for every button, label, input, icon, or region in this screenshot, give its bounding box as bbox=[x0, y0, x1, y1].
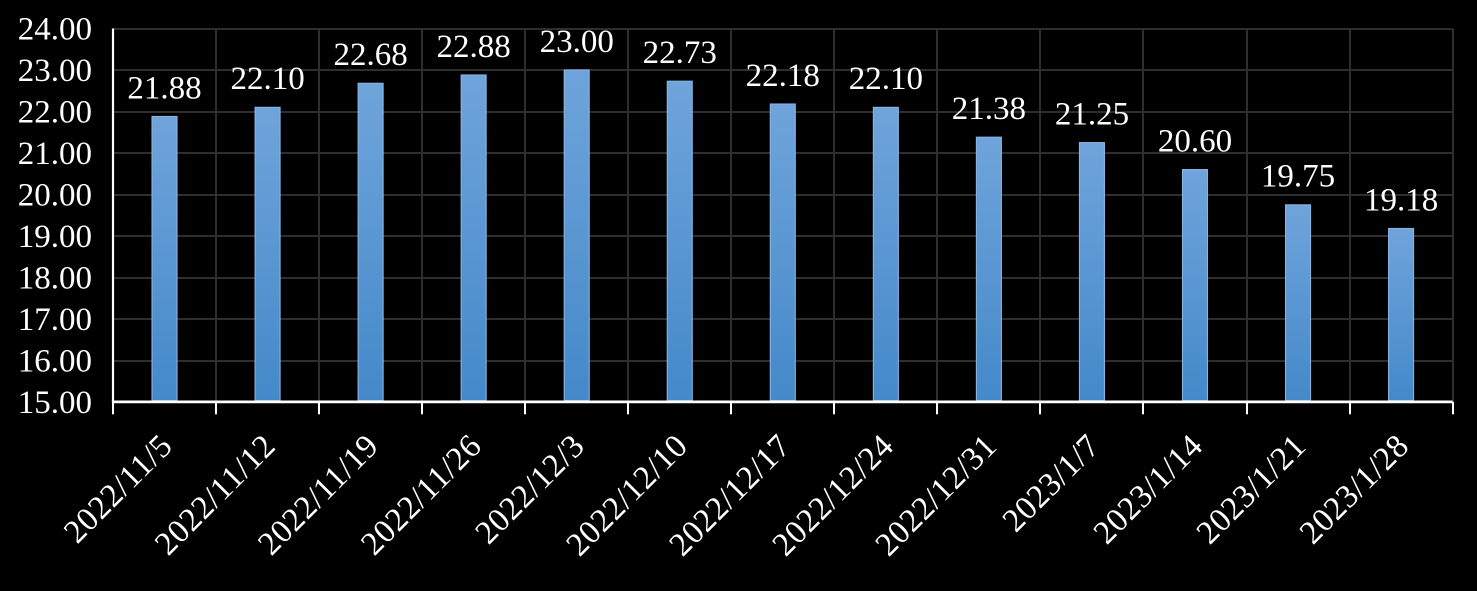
svg-text:19.18: 19.18 bbox=[1364, 182, 1438, 218]
svg-text:22.10: 22.10 bbox=[230, 61, 304, 97]
svg-text:22.88: 22.88 bbox=[437, 29, 511, 65]
svg-text:19.75: 19.75 bbox=[1261, 159, 1335, 195]
svg-text:21.00: 21.00 bbox=[18, 136, 92, 172]
svg-text:20.60: 20.60 bbox=[1158, 123, 1232, 159]
svg-text:20.00: 20.00 bbox=[18, 178, 92, 214]
svg-text:22.18: 22.18 bbox=[746, 58, 820, 94]
svg-text:16.00: 16.00 bbox=[18, 344, 92, 380]
svg-text:23.00: 23.00 bbox=[540, 24, 614, 60]
svg-text:23.00: 23.00 bbox=[18, 53, 92, 89]
svg-text:19.00: 19.00 bbox=[18, 219, 92, 255]
svg-text:21.38: 21.38 bbox=[952, 91, 1026, 127]
svg-text:21.25: 21.25 bbox=[1055, 96, 1129, 132]
svg-text:22.00: 22.00 bbox=[18, 95, 92, 131]
svg-text:22.68: 22.68 bbox=[333, 37, 407, 73]
svg-text:22.73: 22.73 bbox=[643, 35, 717, 71]
svg-text:21.88: 21.88 bbox=[127, 70, 201, 106]
svg-text:15.00: 15.00 bbox=[18, 385, 92, 421]
svg-text:24.00: 24.00 bbox=[18, 12, 92, 48]
svg-text:22.10: 22.10 bbox=[849, 61, 923, 97]
svg-text:17.00: 17.00 bbox=[18, 302, 92, 338]
svg-text:18.00: 18.00 bbox=[18, 261, 92, 297]
